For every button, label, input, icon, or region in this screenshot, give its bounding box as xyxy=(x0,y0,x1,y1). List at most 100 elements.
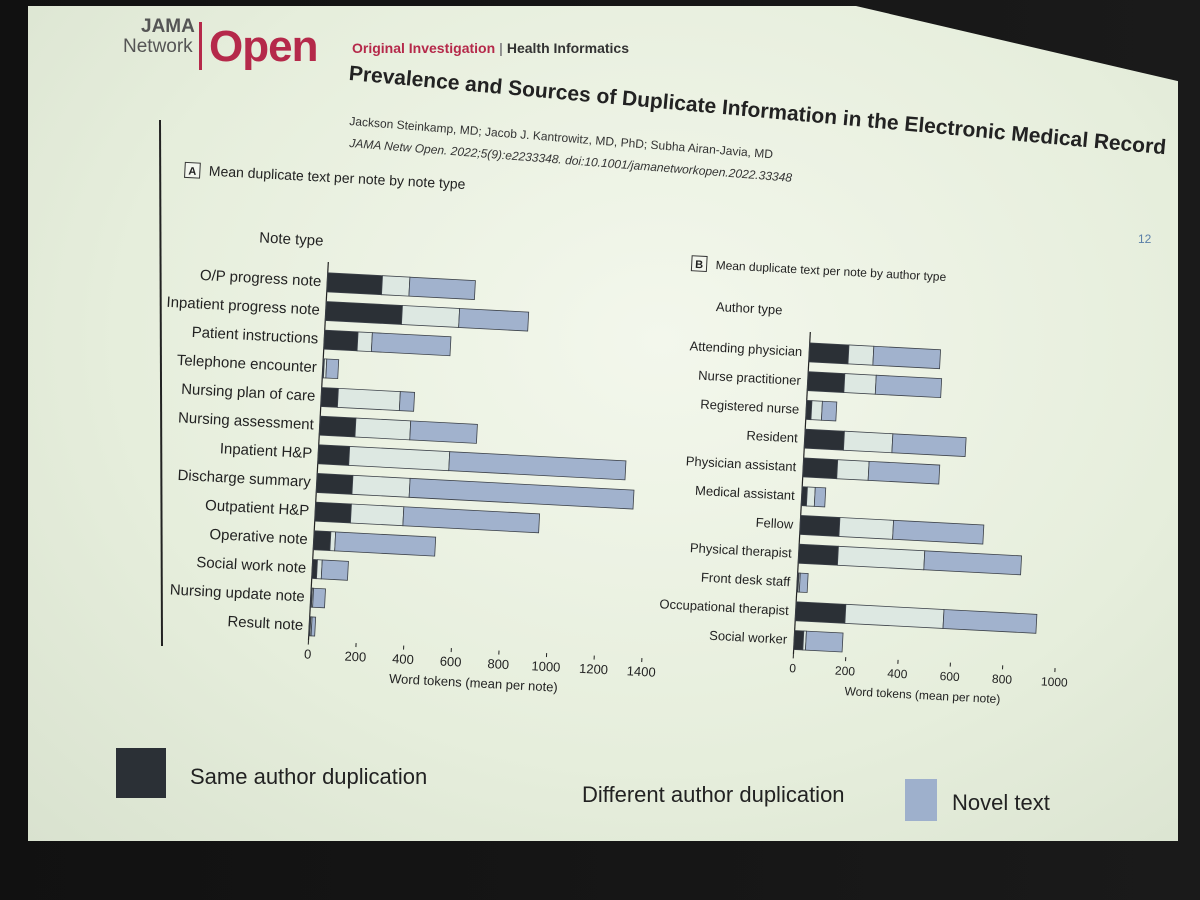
x-axis-label: Word tokens (mean per note) xyxy=(389,671,558,695)
legend-label-novel-text: Novel text xyxy=(952,790,1050,815)
bar-nursing-assessment-different-author xyxy=(354,417,412,441)
bar-nursing-plan-of-care-different-author xyxy=(336,387,401,411)
category-label-inpatient-h-p: Inpatient H&P xyxy=(219,440,312,462)
x-tick-label: 1000 xyxy=(1041,674,1069,689)
bar-nursing-assessment-novel-text xyxy=(409,420,478,444)
x-tick-label: 200 xyxy=(344,649,366,665)
bar-front-desk-staff-novel-text xyxy=(798,572,809,593)
panel-letter-box xyxy=(184,161,201,179)
bar-registered-nurse-different-author xyxy=(810,400,823,421)
bar-inpatient-h-p-same-author xyxy=(317,444,351,466)
section-health-informatics: Health Informatics xyxy=(506,40,629,56)
category-label-social-worker: Social worker xyxy=(709,628,788,647)
x-tick-label: 800 xyxy=(487,656,509,672)
bar-physical-therapist-same-author xyxy=(797,543,839,566)
legend-label-same-author: Same author duplication xyxy=(190,764,428,789)
category-label-result-note: Result note xyxy=(227,613,304,634)
x-tick-label: 1000 xyxy=(531,658,561,674)
bar-nurse-practitioner-different-author xyxy=(843,373,877,395)
category-label-operative-note: Operative note xyxy=(209,526,308,548)
category-label-nursing-assessment: Nursing assessment xyxy=(178,409,315,433)
bar-inpatient-progress-note-different-author xyxy=(401,305,461,328)
bar-discharge-summary-novel-text xyxy=(408,477,635,510)
bar-physical-therapist-novel-text xyxy=(923,550,1023,576)
bar-operative-note-novel-text xyxy=(334,531,437,557)
x-tick-label: 0 xyxy=(304,646,312,661)
x-tick-label: 600 xyxy=(939,669,960,684)
bar-occupational-therapist-same-author xyxy=(794,601,847,624)
section-original-investigation: Original Investigation xyxy=(352,40,496,56)
panel-letter: B xyxy=(695,259,704,271)
bar-nursing-plan-of-care-novel-text xyxy=(398,391,416,412)
x-tick-label: 1400 xyxy=(626,663,656,679)
category-label-social-work-note: Social work note xyxy=(196,554,307,577)
bar-occupational-therapist-different-author xyxy=(844,603,945,629)
x-tick-label: 0 xyxy=(789,661,797,675)
logo-open-text: Open xyxy=(209,22,318,71)
bar-social-work-note-novel-text xyxy=(320,559,349,581)
legend-swatch-novel-text xyxy=(905,779,937,821)
bar-social-worker-same-author xyxy=(793,630,805,651)
bar-discharge-summary-same-author xyxy=(315,473,354,495)
category-label-occupational-therapist: Occupational therapist xyxy=(659,596,789,618)
bar-medical-assistant-novel-text xyxy=(813,486,827,508)
panel-title: Mean duplicate text per note by note typ… xyxy=(209,163,467,192)
bar-discharge-summary-different-author xyxy=(351,474,411,498)
category-label-physician-assistant: Physician assistant xyxy=(685,453,797,474)
bar-patient-instructions-novel-text xyxy=(370,332,452,357)
bar-registered-nurse-novel-text xyxy=(821,400,838,422)
panel-a-left-border xyxy=(159,119,163,647)
bar-nurse-practitioner-same-author xyxy=(806,371,846,393)
x-tick-label: 400 xyxy=(887,666,908,681)
bar-result-note-novel-text xyxy=(310,616,317,637)
bar-o-p-progress-note-novel-text xyxy=(408,276,476,300)
logo-network-text: Network xyxy=(123,36,193,57)
category-axis-title: Author type xyxy=(716,299,783,317)
x-tick-label: 600 xyxy=(439,654,461,670)
legend-label-different-author: Different author duplication xyxy=(582,782,845,807)
category-label-registered-nurse: Registered nurse xyxy=(700,397,800,417)
category-label-fellow: Fellow xyxy=(755,515,794,532)
bar-patient-instructions-different-author xyxy=(356,331,373,353)
bar-nursing-plan-of-care-same-author xyxy=(320,387,339,408)
bar-physician-assistant-same-author xyxy=(802,457,839,480)
bar-social-worker-novel-text xyxy=(805,630,844,653)
bar-fellow-same-author xyxy=(799,515,841,537)
panel-letter: A xyxy=(188,166,197,178)
category-label-nursing-plan-of-care: Nursing plan of care xyxy=(181,381,316,405)
bar-fellow-different-author xyxy=(838,517,895,540)
category-label-patient-instructions: Patient instructions xyxy=(191,324,318,348)
bar-physical-therapist-different-author xyxy=(837,545,926,571)
bar-attending-physician-different-author xyxy=(847,344,875,366)
slide-page-number: 12 xyxy=(1138,232,1152,246)
bar-resident-same-author xyxy=(803,428,845,451)
bar-resident-novel-text xyxy=(891,433,967,458)
category-label-telephone-encounter: Telephone encounter xyxy=(176,352,317,376)
presentation-slide: JAMA Network Open Original Investigation… xyxy=(28,6,1178,841)
category-label-resident: Resident xyxy=(746,428,798,446)
category-label-inpatient-progress-note: Inpatient progress note xyxy=(166,294,320,319)
bar-patient-instructions-same-author xyxy=(323,329,359,352)
bar-resident-different-author xyxy=(843,430,894,454)
category-label-medical-assistant: Medical assistant xyxy=(695,483,796,503)
category-label-physical-therapist: Physical therapist xyxy=(690,540,793,560)
bar-nursing-update-note-novel-text xyxy=(312,587,326,609)
bar-outpatient-h-p-novel-text xyxy=(402,506,541,534)
bar-nursing-assessment-same-author xyxy=(318,415,357,438)
category-label-nursing-update-note: Nursing update note xyxy=(169,581,305,605)
bar-inpatient-h-p-different-author xyxy=(348,446,451,472)
bar-physician-assistant-novel-text xyxy=(867,460,941,485)
panel-title: Mean duplicate text per note by author t… xyxy=(715,258,947,284)
chart-panel-b: B Mean duplicate text per note by author … xyxy=(659,255,1069,706)
x-tick-label: 1200 xyxy=(579,661,609,677)
legend-swatch-same-author xyxy=(116,748,166,798)
bar-operative-note-same-author xyxy=(312,530,332,552)
bar-occupational-therapist-novel-text xyxy=(942,609,1038,634)
bar-fellow-novel-text xyxy=(892,519,985,545)
category-label-attending-physician: Attending physician xyxy=(689,338,802,359)
category-label-outpatient-h-p: Outpatient H&P xyxy=(205,497,310,519)
bar-o-p-progress-note-same-author xyxy=(326,272,383,296)
bar-telephone-encounter-novel-text xyxy=(325,358,340,380)
x-tick-label: 400 xyxy=(392,651,414,667)
